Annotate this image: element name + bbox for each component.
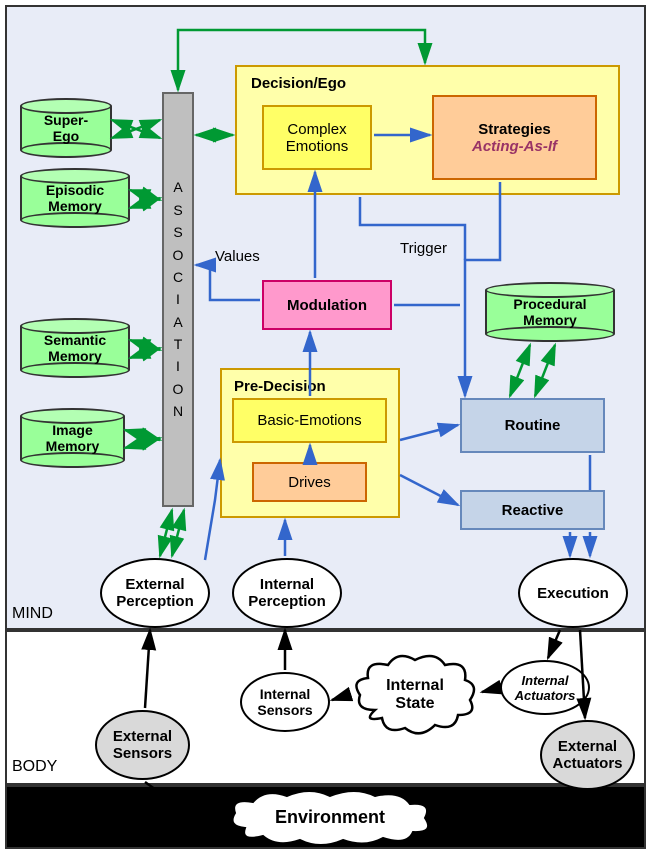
episodic-memory-cyl: EpisodicMemory	[20, 168, 130, 228]
external-sensors-circle: ExternalSensors	[95, 710, 190, 780]
image-memory-cyl: ImageMemory	[20, 408, 125, 468]
internal-sensors-circle: InternalSensors	[240, 672, 330, 732]
strategies-label: Strategies	[478, 121, 551, 138]
environment-cloud: Environment	[225, 788, 435, 846]
execution-circle: Execution	[518, 558, 628, 628]
procedural-memory-cyl: ProceduralMemory	[485, 282, 615, 342]
internal-actuators-circle: InternalActuators	[500, 660, 590, 715]
external-perception-circle: ExternalPerception	[100, 558, 210, 628]
association-box: ASSOCIATION	[162, 92, 194, 507]
internal-state-cloud: InternalState	[350, 650, 480, 740]
internal-perception-circle: InternalPerception	[232, 558, 342, 628]
mind-label: MIND	[12, 605, 53, 623]
modulation-box: Modulation	[262, 280, 392, 330]
reactive-box: Reactive	[460, 490, 605, 530]
drives-box: Drives	[252, 462, 367, 502]
semantic-memory-cyl: SemanticMemory	[20, 318, 130, 378]
super-ego-cyl: Super-Ego	[20, 98, 112, 158]
acting-as-if-label: Acting-As-If	[472, 138, 557, 155]
trigger-label: Trigger	[400, 240, 447, 257]
basic-emotions-box: Basic-Emotions	[232, 398, 387, 443]
external-actuators-circle: ExternalActuators	[540, 720, 635, 790]
values-label: Values	[215, 248, 260, 265]
routine-box: Routine	[460, 398, 605, 453]
body-label: BODY	[12, 758, 57, 776]
complex-emotions-box: Complex Emotions	[262, 105, 372, 170]
strategies-box: Strategies Acting-As-If	[432, 95, 597, 180]
